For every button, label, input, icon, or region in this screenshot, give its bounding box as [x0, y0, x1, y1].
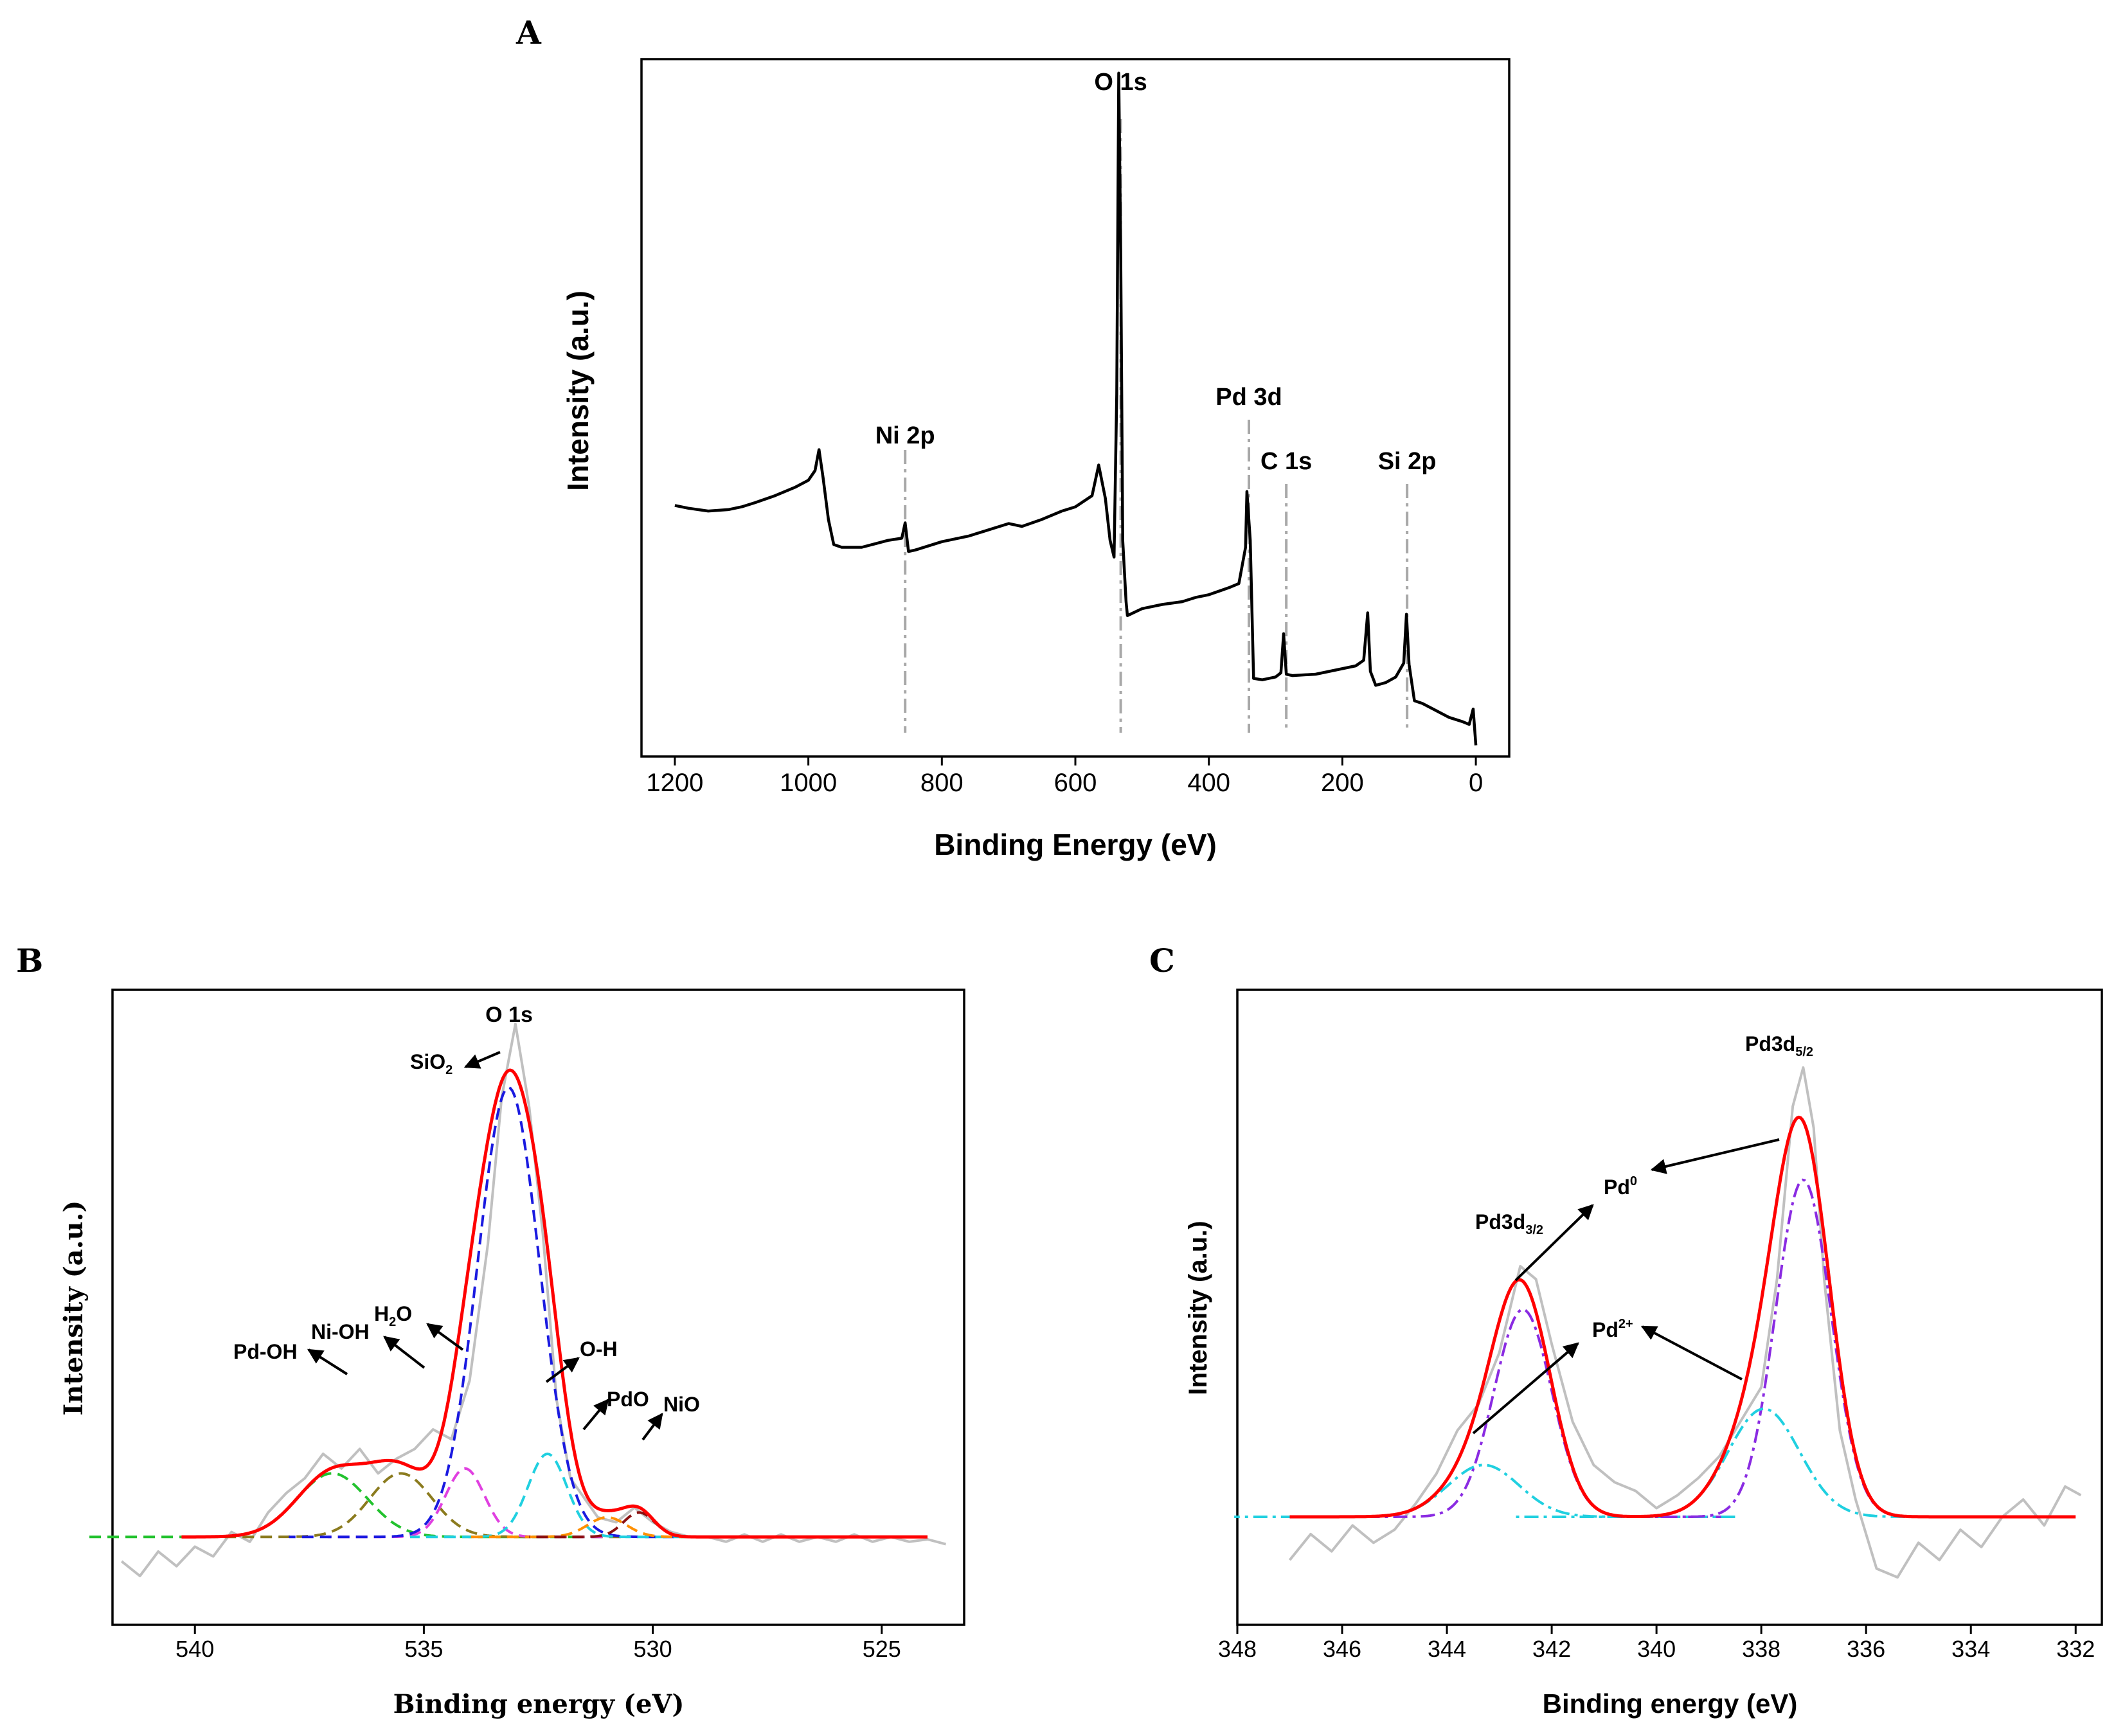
label-ni-oh: Ni-OH [311, 1320, 370, 1343]
x-tick-label: 344 [1428, 1636, 1466, 1662]
x-tick-label: 540 [175, 1636, 214, 1662]
plot-frame-c [1236, 989, 2103, 1626]
label-o-h: O-H [580, 1338, 618, 1361]
peak-label: Pd 3d [1215, 384, 1282, 411]
survey-spectrum-line [674, 71, 1478, 746]
x-ticks-b: 540 535 530 525 [175, 1625, 901, 1662]
x-tick-label: 340 [1637, 1636, 1676, 1662]
peak-labels-a: O 1s Ni 2p Pd 3d C 1s Si 2p [875, 69, 1437, 475]
arrow-h2o [426, 1323, 464, 1351]
annotations-b: O 1s SiO2 Pd-OH Ni-OH H2O O-H PdO NiO [233, 1003, 700, 1441]
x-tick-label: 1200 [646, 769, 703, 797]
x-tick-label: 332 [2056, 1636, 2095, 1662]
plot-frame-b [111, 989, 965, 1626]
arrow-pd0-right [1650, 1138, 1780, 1174]
x-tick-label: 338 [1742, 1636, 1780, 1662]
label-nio: NiO [663, 1393, 700, 1416]
x-tick-label: 400 [1187, 769, 1230, 797]
panel-a: A 1200 1000 800 600 400 200 0 O 1s Ni 2p Pd 3d C … [516, 13, 1511, 861]
panel-b: B 540 535 530 525 O 1s SiO2 Pd-OH Ni-OH H2O… [16, 942, 965, 1719]
fit-component-o-h [410, 1452, 685, 1539]
x-tick-label: 336 [1847, 1636, 1885, 1662]
annotations-c: Pd3d5/2 Pd3d3/2 Pd0 Pd2+ [1472, 1032, 1813, 1435]
envelope-fit-line [1289, 1115, 2076, 1519]
y-axis-title-a: Intensity (a.u.) [561, 291, 595, 491]
panel-letter-c: C [1149, 942, 1175, 980]
arrow-pd2plus-right [1640, 1325, 1743, 1381]
arrow-nio [641, 1413, 663, 1441]
peak-label: Ni 2p [875, 422, 935, 449]
x-tick-label: 800 [920, 769, 964, 797]
y-axis-title-c: Intensity (a.u.) [1184, 1221, 1212, 1395]
x-tick-label: 200 [1321, 769, 1364, 797]
arrow-ni-oh [383, 1336, 426, 1369]
x-tick-label: 535 [404, 1636, 443, 1662]
label-sio2: SiO2 [410, 1050, 453, 1077]
panel-c: C 348 346 344 342 340 338 336 334 332 Pd3d5/2 Pd… [1149, 942, 2103, 1719]
peak-label: C 1s [1260, 448, 1312, 475]
label-pd-oh: Pd-OH [233, 1340, 298, 1363]
arrow-pd-oh [307, 1348, 348, 1375]
x-tick-label: 530 [634, 1636, 672, 1662]
label-pd3d32: Pd3d3/2 [1475, 1210, 1543, 1237]
x-axis-title-b: Binding energy (eV) [393, 1689, 685, 1719]
arrow-o-h [545, 1357, 580, 1383]
envelope-fit-line [181, 1068, 928, 1539]
x-tick-label: 346 [1323, 1636, 1361, 1662]
x-axis-title-c: Binding energy (eV) [1543, 1688, 1798, 1719]
x-tick-label: 600 [1054, 769, 1097, 797]
arrow-pd2plus-left [1472, 1342, 1579, 1435]
x-tick-label: 0 [1469, 769, 1483, 797]
x-tick-label: 348 [1218, 1636, 1257, 1662]
y-axis-title-b: Intensity (a.u.) [58, 1201, 89, 1416]
panel-letter-a: A [516, 13, 542, 51]
raw-spectrum-line [1288, 1066, 2082, 1579]
label-pd0: Pd0 [1604, 1174, 1637, 1199]
x-tick-label: 334 [1951, 1636, 1990, 1662]
x-tick-label: 342 [1532, 1636, 1571, 1662]
label-pd3d52: Pd3d5/2 [1745, 1032, 1813, 1059]
label-o1s: O 1s [485, 1003, 533, 1027]
arrow-pdo [582, 1399, 609, 1431]
peak-label: O 1s [1094, 69, 1147, 96]
label-h2o: H2O [374, 1302, 412, 1329]
label-pdo: PdO [607, 1388, 649, 1411]
peak-label: Si 2p [1378, 448, 1437, 475]
x-ticks-c: 348 346 344 342 340 338 336 334 332 [1218, 1625, 2095, 1662]
panel-letter-b: B [16, 942, 43, 980]
x-ticks-a: 1200 1000 800 600 400 200 0 [646, 756, 1483, 797]
x-tick-label: 1000 [780, 769, 837, 797]
x-tick-label: 525 [863, 1636, 901, 1662]
label-pd2plus: Pd2+ [1592, 1317, 1633, 1341]
x-axis-title-a: Binding Energy (eV) [934, 828, 1217, 861]
arrow-sio2 [463, 1051, 501, 1069]
arrow-pd0-left [1514, 1204, 1594, 1282]
fit-component-sio2 [289, 1086, 729, 1539]
